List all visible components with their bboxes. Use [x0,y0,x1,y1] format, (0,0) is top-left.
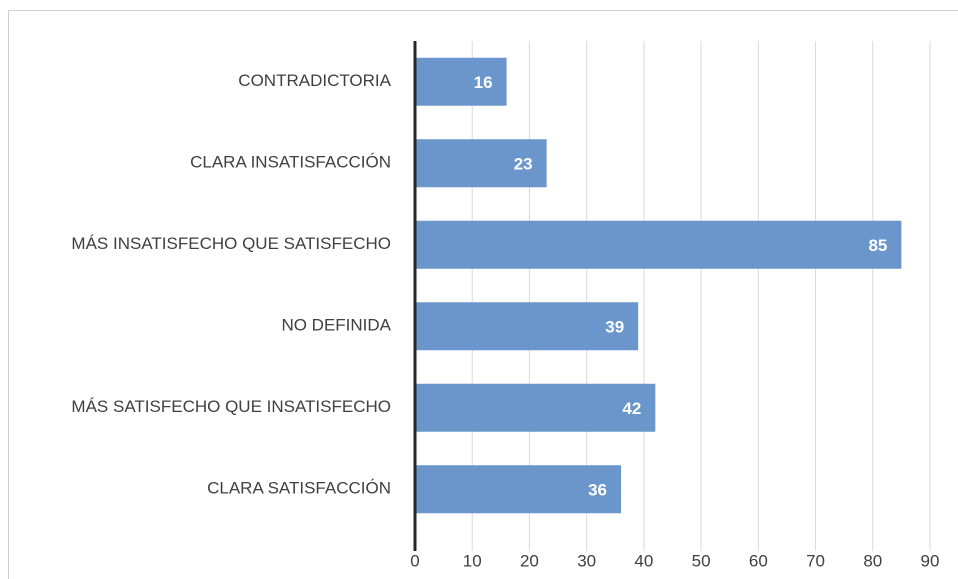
x-tick-label: 90 [921,551,940,570]
bar [415,302,639,351]
y-tick-label: CLARA SATISFACCIÓN [207,479,391,498]
bar [415,139,547,188]
data-label: 39 [605,318,624,337]
bar [415,220,902,269]
bar [415,465,621,514]
bar [415,57,507,106]
y-tick-label: CLARA INSATISFACCIÓN [190,153,391,172]
y-tick-label: MÁS SATISFECHO QUE INSATISFECHO [71,397,391,416]
y-tick-label: NO DEFINIDA [281,316,391,335]
x-tick-label: 50 [692,551,711,570]
data-label: 16 [474,73,493,92]
x-tick-label: 0 [410,551,419,570]
x-tick-label: 30 [577,551,596,570]
x-tick-label: 60 [749,551,768,570]
data-label: 36 [588,481,607,500]
data-label: 85 [868,236,887,255]
x-tick-label: 40 [634,551,653,570]
x-tick-label: 20 [520,551,539,570]
data-label: 42 [622,399,641,418]
y-tick-label: MÁS INSATISFECHO QUE SATISFECHO [71,234,391,253]
data-label: 23 [514,155,533,174]
y-tick-label: CONTRADICTORIA [238,71,391,90]
x-tick-label: 70 [806,551,825,570]
x-tick-label: 10 [463,551,482,570]
bar [415,383,656,432]
x-tick-label: 80 [863,551,882,570]
